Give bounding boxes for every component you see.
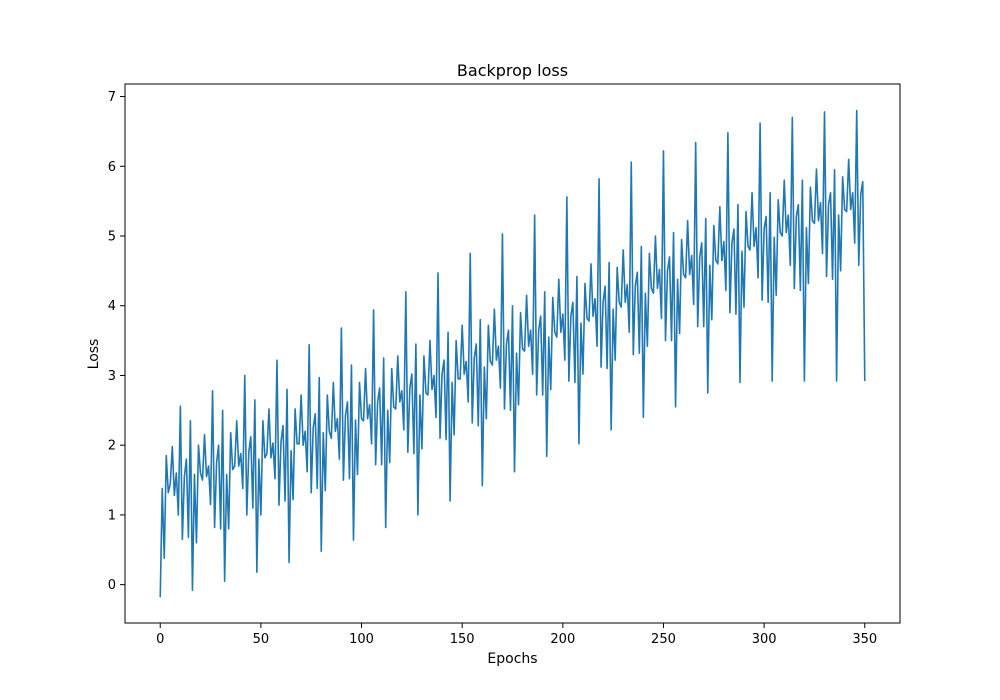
y-axis-label: Loss	[86, 339, 102, 370]
x-tick-label: 150	[450, 632, 475, 647]
axes-frame	[124, 83, 901, 624]
y-tick-label: 7	[108, 90, 116, 105]
plot-area	[124, 83, 901, 624]
x-axis: 0 50 100 150 200 250 300 350	[156, 623, 877, 647]
y-tick-label: 1	[108, 508, 116, 523]
y-tick-label: 0	[108, 578, 116, 593]
y-axis: 0 1 2 3 4 5 6 7	[108, 90, 125, 593]
chart-title: Backprop loss	[457, 61, 568, 80]
x-tick-label: 350	[852, 632, 877, 647]
x-axis-label: Epochs	[487, 651, 537, 667]
y-tick-label: 2	[108, 439, 116, 454]
x-tick-label: 0	[156, 632, 164, 647]
x-tick-label: 250	[651, 632, 676, 647]
series-line-0	[159, 109, 866, 598]
x-tick-label: 300	[752, 632, 777, 647]
y-tick-label: 3	[108, 369, 116, 384]
y-tick-label: 6	[108, 160, 116, 175]
x-tick-label: 200	[550, 632, 575, 647]
x-tick-label: 100	[349, 632, 374, 647]
x-tick-label: 50	[253, 632, 270, 647]
y-tick-label: 5	[108, 230, 116, 245]
y-tick-label: 4	[108, 299, 116, 314]
